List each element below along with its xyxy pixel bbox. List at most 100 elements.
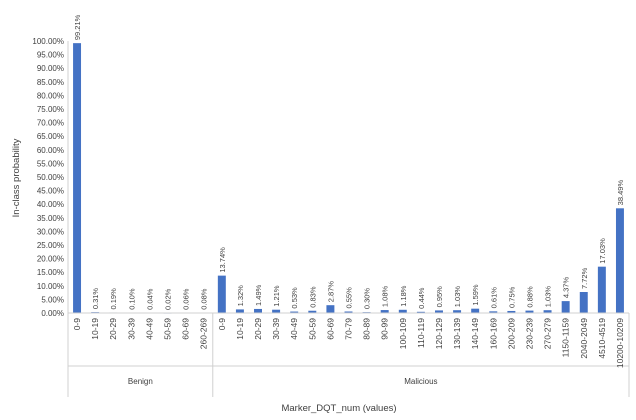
x-tick-label: 50-59 (307, 318, 317, 340)
data-label: 17.03% (598, 238, 607, 264)
x-tick-label: 90-99 (380, 318, 390, 340)
y-tick-label: 85.00% (37, 78, 64, 87)
data-label: 0.44% (417, 287, 426, 309)
data-labels: 99.21% 0.31% 0.19% 0.10% 0.04% 0.02% 0.06% 0.08… (73, 14, 625, 310)
data-label: 1.03% (544, 286, 553, 308)
x-tick-label: 60-69 (325, 318, 335, 340)
y-tick-label: 50.00% (37, 173, 64, 182)
bar (416, 311, 425, 313)
data-label: 0.08% (200, 288, 209, 310)
data-label: 0.06% (182, 288, 191, 310)
x-tick-label: 40-49 (289, 318, 299, 340)
data-label: 1.32% (236, 285, 245, 307)
x-tick-label: 110-119 (416, 318, 426, 348)
data-label: 0.83% (308, 286, 317, 308)
data-label: 2.87% (326, 281, 335, 303)
bar (380, 310, 389, 313)
bar (597, 266, 606, 313)
x-axis-title: Marker_DQT_num (values) (281, 403, 396, 414)
bar (272, 309, 281, 313)
bar (561, 301, 570, 313)
x-tick-label: 30-39 (271, 318, 281, 340)
bar (290, 311, 299, 313)
y-tick-label: 15.00% (37, 268, 64, 277)
x-tick-label: 140-149 (470, 318, 480, 349)
bar (235, 309, 244, 313)
bar (471, 308, 480, 313)
x-tick-label: 230-239 (524, 318, 534, 349)
bar (435, 310, 443, 313)
data-label: 38.49% (616, 180, 625, 206)
y-axis: 0.00% 5.00% 10.00% 15.00% 20.00% 25.00% 30.00%… (32, 37, 69, 318)
bar (615, 208, 624, 313)
x-tick-label: 2040-2049 (579, 318, 589, 359)
y-tick-label: 0.00% (41, 309, 64, 318)
y-tick-label: 70.00% (37, 119, 64, 128)
y-tick-label: 20.00% (37, 255, 64, 264)
bar (217, 275, 226, 313)
x-tick-label: 50-59 (163, 318, 173, 340)
data-label: 0.75% (507, 286, 516, 308)
x-tick-label: 100-109 (398, 318, 408, 349)
data-label: 13.74% (218, 247, 227, 273)
x-tick-label: 10-19 (90, 318, 100, 340)
y-tick-label: 90.00% (37, 64, 64, 73)
bar (507, 310, 516, 313)
x-tick-label: 30-39 (126, 318, 136, 340)
bar (525, 310, 534, 313)
data-label: 1.03% (453, 286, 462, 308)
y-tick-label: 95.00% (37, 51, 64, 60)
data-label: 0.10% (127, 288, 136, 310)
bar (308, 310, 317, 313)
x-tick-label: 4510-4519 (597, 318, 607, 359)
group-label: Malicious (404, 377, 437, 386)
x-tick-label: 260-269 (199, 318, 209, 349)
x-tick-label: 120-129 (434, 318, 444, 349)
x-tick-label: 130-139 (452, 318, 462, 349)
data-label: 1.21% (272, 285, 281, 307)
data-label: 7.72% (580, 267, 589, 289)
y-tick-label: 10.00% (37, 282, 64, 291)
y-tick-label: 80.00% (37, 91, 64, 100)
x-tick-label: 270-279 (543, 318, 553, 349)
y-tick-label: 45.00% (37, 187, 64, 196)
data-label: 99.21% (73, 14, 82, 40)
data-label: 0.95% (435, 286, 444, 308)
x-tick-label: 60-69 (181, 318, 191, 340)
x-tick-label: 20-29 (253, 318, 263, 340)
x-tick-label: 200-209 (506, 318, 516, 349)
y-tick-label: 55.00% (37, 159, 64, 168)
group-label: Benign (128, 377, 153, 386)
bar (453, 310, 462, 313)
data-label: 1.49% (254, 284, 263, 306)
y-tick-label: 75.00% (37, 105, 64, 114)
bar (398, 309, 407, 313)
x-axis: 0-9 10-19 20-29 30-39 40-49 50-59 60-69 260-269… (67, 312, 630, 397)
y-tick-label: 100.00% (32, 37, 64, 46)
y-tick-label: 60.00% (37, 146, 64, 155)
y-tick-label: 35.00% (37, 214, 64, 223)
bar (254, 308, 262, 313)
bar (489, 311, 498, 313)
x-tick-label: 80-89 (362, 318, 372, 340)
data-label: 1.08% (381, 285, 390, 307)
y-tick-label: 40.00% (37, 200, 64, 209)
bar (543, 310, 552, 313)
y-axis-title: In-class probability (11, 138, 22, 217)
bar (344, 311, 353, 313)
y-tick-label: 5.00% (41, 295, 64, 304)
data-label: 0.88% (525, 286, 534, 308)
data-label: 0.61% (489, 287, 498, 309)
bar (579, 292, 588, 313)
y-tick-label: 65.00% (37, 132, 64, 141)
data-label: 0.30% (363, 288, 372, 310)
x-tick-label: 0-9 (217, 318, 227, 331)
x-tick-label: 10-19 (235, 318, 245, 340)
x-tick-label: 160-169 (488, 318, 498, 349)
x-tick-label: 70-79 (344, 318, 354, 340)
x-tick-label: 1150-1159 (561, 318, 571, 358)
x-tick-label: 0-9 (72, 318, 82, 331)
data-label: 1.18% (399, 285, 408, 307)
